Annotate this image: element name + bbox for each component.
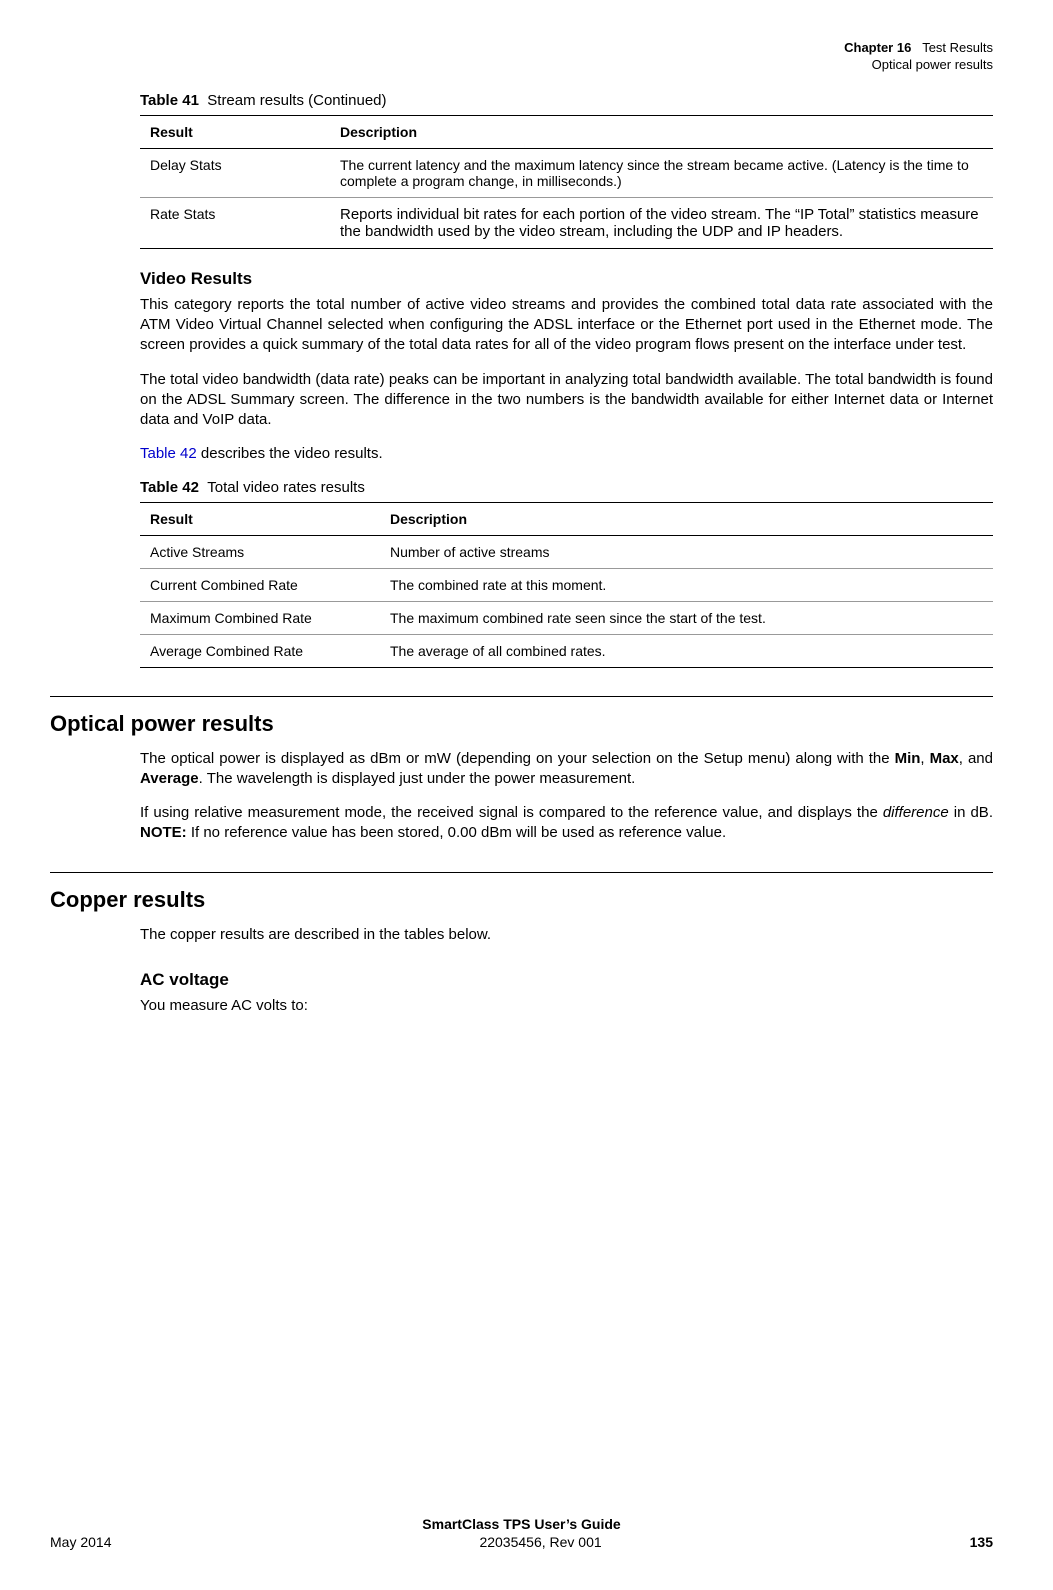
footer-guide: SmartClass TPS User’s Guide [50, 1516, 993, 1532]
optical-heading: Optical power results [50, 696, 993, 737]
table-row: Active StreamsNumber of active streams [140, 535, 993, 568]
table42-head-result: Result [140, 502, 380, 535]
table-row: Maximum Combined RateThe maximum combine… [140, 601, 993, 634]
copper-heading: Copper results [50, 872, 993, 913]
page-footer: SmartClass TPS User’s Guide May 2014 220… [50, 1516, 993, 1550]
page-header: Chapter 16 Test Results Optical power re… [50, 40, 993, 74]
table-row: Average Combined RateThe average of all … [140, 634, 993, 667]
section-title: Optical power results [872, 57, 993, 72]
table41-head-result: Result [140, 115, 330, 148]
footer-page: 135 [970, 1534, 993, 1550]
copper-p2: You measure AC volts to: [140, 996, 993, 1016]
table41-head-desc: Description [330, 115, 993, 148]
table42-link[interactable]: Table 42 [140, 445, 197, 462]
table41-caption: Table 41 Stream results (Continued) [140, 92, 993, 109]
video-results-p3: Table 42 describes the video results. [140, 444, 993, 464]
ac-voltage-heading: AC voltage [140, 970, 993, 990]
table41: Result Description Delay Stats The curre… [140, 115, 993, 249]
video-results-p2: The total video bandwidth (data rate) pe… [140, 370, 993, 431]
chapter-label: Chapter 16 [844, 40, 911, 55]
video-results-p1: This category reports the total number o… [140, 295, 993, 356]
table-row: Delay Stats The current latency and the … [140, 148, 993, 197]
chapter-title: Test Results [915, 40, 993, 55]
table-row: Rate Stats Reports individual bit rates … [140, 197, 993, 248]
copper-p1: The copper results are described in the … [140, 925, 993, 945]
video-results-heading: Video Results [140, 269, 993, 289]
table42: Result Description Active StreamsNumber … [140, 502, 993, 668]
footer-docnum: 22035456, Rev 001 [479, 1534, 601, 1550]
optical-p1: The optical power is displayed as dBm or… [140, 749, 993, 790]
footer-date: May 2014 [50, 1534, 111, 1550]
table42-head-desc: Description [380, 502, 993, 535]
optical-p2: If using relative measurement mode, the … [140, 803, 993, 844]
table42-caption: Table 42 Total video rates results [140, 479, 993, 496]
table-row: Current Combined RateThe combined rate a… [140, 568, 993, 601]
